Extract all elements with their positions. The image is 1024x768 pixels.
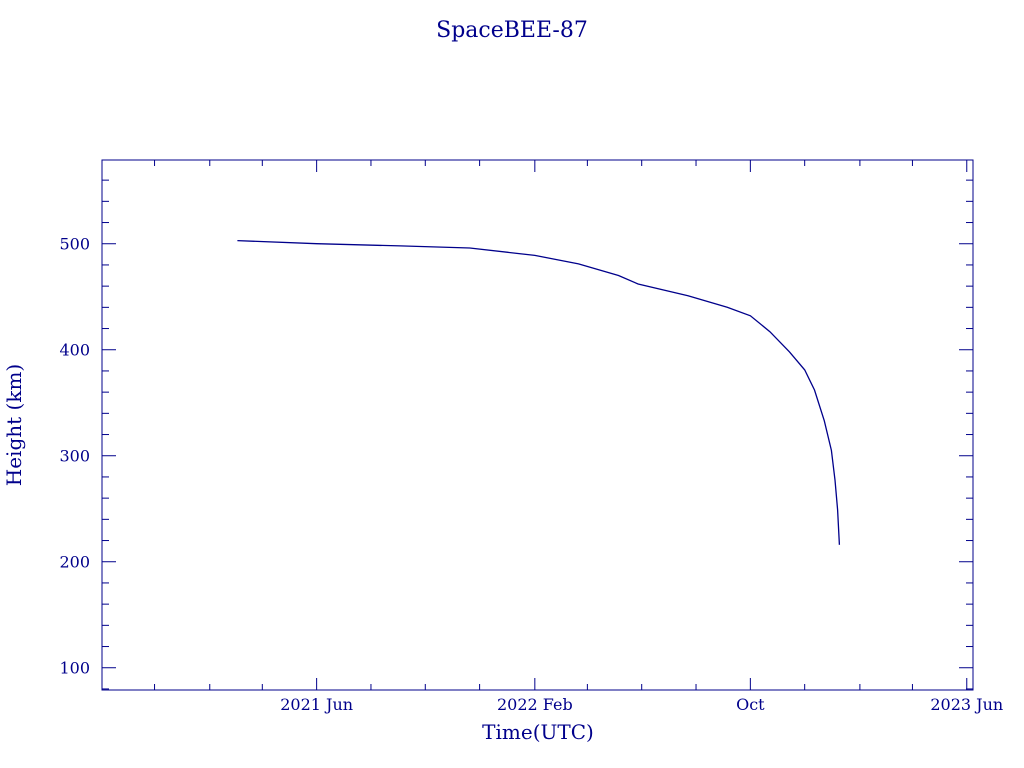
y-tick-label: 300 — [59, 447, 90, 466]
x-tick-label: 2023 Jun — [930, 695, 1003, 714]
y-tick-label: 200 — [59, 553, 90, 572]
chart-title: SpaceBEE-87 — [436, 18, 588, 43]
x-tick-label: Oct — [736, 695, 765, 714]
x-tick-label: 2021 Jun — [280, 695, 353, 714]
plot-frame — [101, 159, 974, 691]
series-line — [237, 239, 841, 545]
x-axis-label: Time(UTC) — [482, 720, 594, 744]
y-tick-label: 400 — [59, 341, 90, 360]
y-tick-label: 500 — [59, 235, 90, 254]
x-tick-label: 2022 Feb — [497, 695, 573, 714]
y-tick-label: 100 — [59, 659, 90, 678]
y-axis-label: Height (km) — [2, 364, 26, 486]
